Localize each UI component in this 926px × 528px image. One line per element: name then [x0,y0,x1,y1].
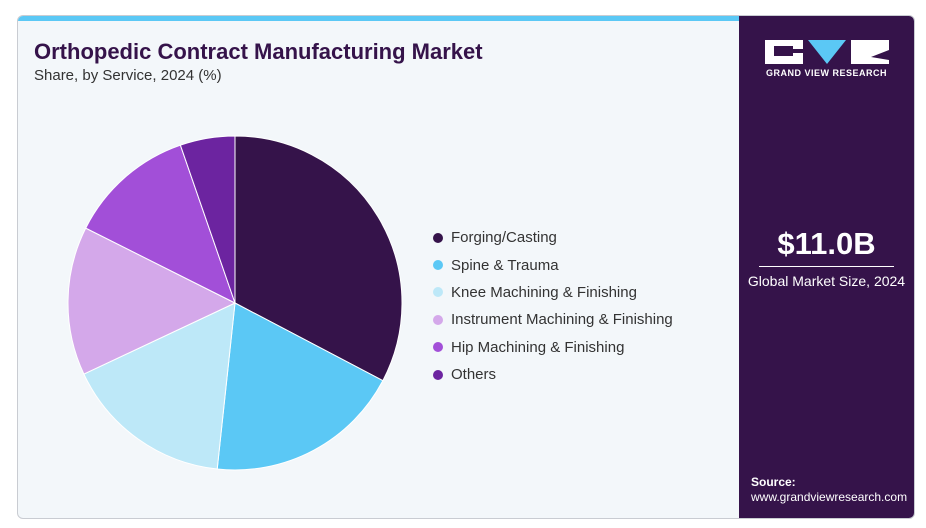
legend-label: Knee Machining & Finishing [451,283,637,301]
legend-dot [433,287,443,298]
market-size-label: Global Market Size, 2024 [747,273,906,289]
source-url[interactable]: www.grandviewresearch.com [751,490,908,504]
chart-subtitle: Share, by Service, 2024 (%) [34,67,222,84]
pie-chart [67,135,403,471]
legend-item: Knee Machining & Finishing [433,279,673,306]
chart-title: Orthopedic Contract Manufacturing Market [34,39,483,64]
pie-slice-instrument-machining-finishing [67,227,237,375]
legend-item: Spine & Trauma [433,251,673,278]
legend-dot [433,369,443,380]
legend: Forging/Casting Spine & Trauma Knee Machin… [433,224,673,388]
pie-slice-forging-casting [234,135,403,382]
legend-item: Others [433,361,673,388]
pie-slice-knee-machining-finishing [83,302,236,470]
legend-dot [433,260,443,271]
pie-slice-hip-machining-finishing [85,144,236,304]
brand-name: GRAND VIEW RESEARCH [765,68,887,78]
legend-dot [433,232,443,243]
chart-card: Orthopedic Contract Manufacturing Market… [17,15,915,519]
legend-label: Hip Machining & Finishing [451,338,625,356]
market-size-value: $11.0B [777,226,876,261]
pie-slice-spine-trauma [216,302,384,471]
legend-item: Instrument Machining & Finishing [433,306,673,333]
legend-item: Hip Machining & Finishing [433,334,673,361]
source-label: Source: [751,475,796,489]
source: Source: www.grandviewresearch.com [751,475,907,505]
legend-label: Instrument Machining & Finishing [451,311,673,329]
divider [759,266,894,267]
legend-dot [433,314,443,325]
accent-strip [18,16,739,21]
legend-dot [433,342,443,353]
grand-view-research-logo [765,40,889,64]
legend-label: Forging/Casting [451,229,557,247]
pie-slice-others [179,135,236,304]
legend-item: Forging/Casting [433,224,673,251]
legend-label: Spine & Trauma [451,256,559,274]
brand-panel: GRAND VIEW RESEARCH $11.0B Global Market… [739,16,914,518]
legend-label: Others [451,366,497,384]
